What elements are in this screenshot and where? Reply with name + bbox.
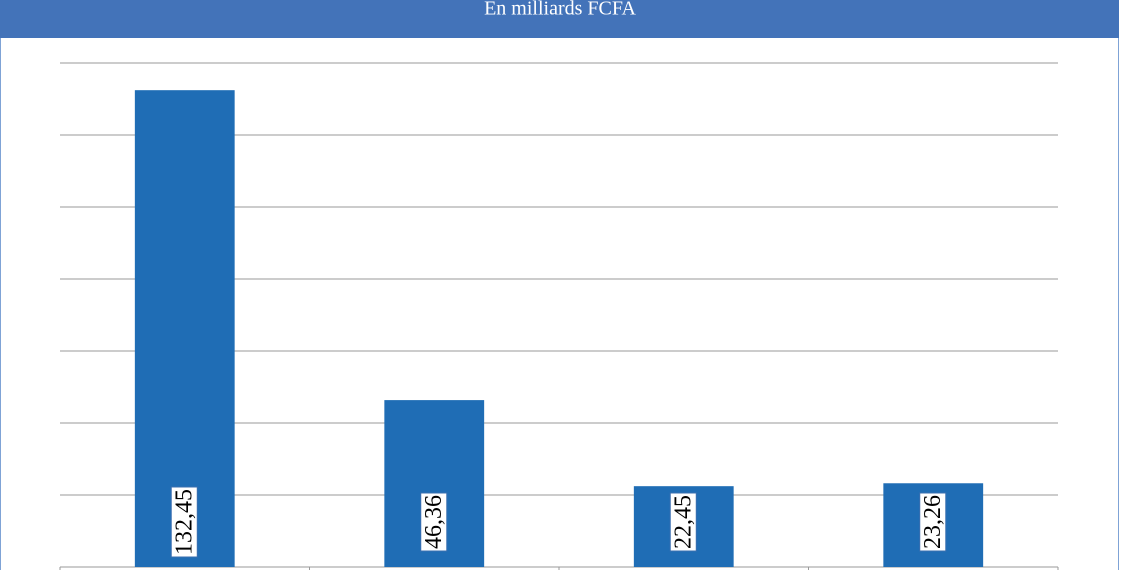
value-label-box [919,492,947,552]
value-label-group: 22,45 [669,492,697,552]
header-band [0,0,1119,38]
value-label: 23,26 [920,495,946,549]
value-label: 22,45 [670,495,696,549]
value-label-group: 46,36 [420,492,448,552]
value-label-group: 23,26 [919,492,947,552]
value-label: 46,36 [421,495,447,549]
chart-title: En milliards FCFA [484,0,636,20]
value-label-box [170,486,198,558]
value-label-group: 132,45 [170,486,198,558]
value-label-box [420,492,448,552]
value-label-box [669,492,697,552]
value-label: 132,45 [171,489,197,555]
